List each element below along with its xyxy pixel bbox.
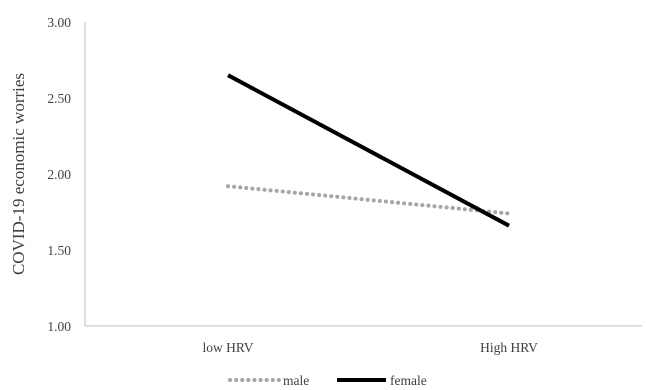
series-line-female: [227, 73, 510, 228]
y-tick-labels: 1.00 1.50 2.00 2.50 3.00: [47, 15, 71, 334]
legend-label-male: male: [283, 373, 309, 388]
x-tick-label: High HRV: [480, 340, 538, 355]
y-tick-label: 1.00: [47, 319, 71, 334]
series-layer: [226, 73, 511, 228]
x-tick-labels: low HRV High HRV: [202, 340, 538, 355]
legend-label-female: female: [390, 373, 427, 388]
legend: male female: [228, 373, 427, 388]
x-tick-label: low HRV: [202, 340, 253, 355]
y-tick-label: 2.00: [47, 167, 71, 182]
y-tick-label: 2.50: [47, 91, 71, 106]
series-line-male: [226, 184, 511, 216]
y-tick-label: 1.50: [47, 243, 71, 258]
y-tick-label: 3.00: [47, 15, 71, 30]
y-axis-label: COVID-19 economic worries: [9, 73, 28, 275]
